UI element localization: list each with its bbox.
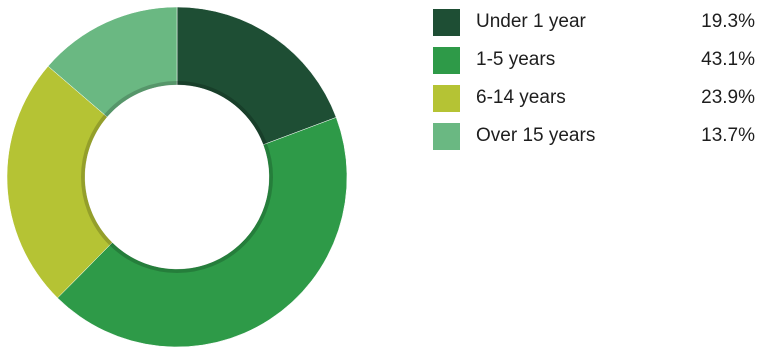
- legend-value-6-14-years: 23.9%: [701, 87, 755, 108]
- legend-value-over-15-years: 13.7%: [701, 125, 755, 146]
- legend-label-6-14-years: 6-14 years: [476, 87, 566, 108]
- legend-swatch-6-14-years: [433, 85, 460, 112]
- donut-chart-svg: [6, 6, 348, 347]
- legend-item-6-14-years: 6-14 years 23.9%: [433, 85, 755, 123]
- donut-hole-shadow: [81, 81, 273, 273]
- legend-item-under-1-year: Under 1 year 19.3%: [433, 9, 755, 47]
- legend-label-under-1-year: Under 1 year: [476, 11, 586, 32]
- legend-swatch-1-5-years: [433, 47, 460, 74]
- legend: Under 1 year 19.3% 1-5 years 43.1% 6-14 …: [433, 9, 755, 161]
- legend-swatch-over-15-years: [433, 123, 460, 150]
- donut-slices: [6, 6, 348, 347]
- donut-hole: [85, 85, 269, 269]
- legend-value-under-1-year: 19.3%: [701, 11, 755, 32]
- legend-item-1-5-years: 1-5 years 43.1%: [433, 47, 755, 85]
- legend-value-1-5-years: 43.1%: [701, 49, 755, 70]
- legend-label-1-5-years: 1-5 years: [476, 49, 556, 70]
- legend-swatch-under-1-year: [433, 9, 460, 36]
- legend-label-over-15-years: Over 15 years: [476, 125, 596, 146]
- legend-item-over-15-years: Over 15 years 13.7%: [433, 123, 755, 161]
